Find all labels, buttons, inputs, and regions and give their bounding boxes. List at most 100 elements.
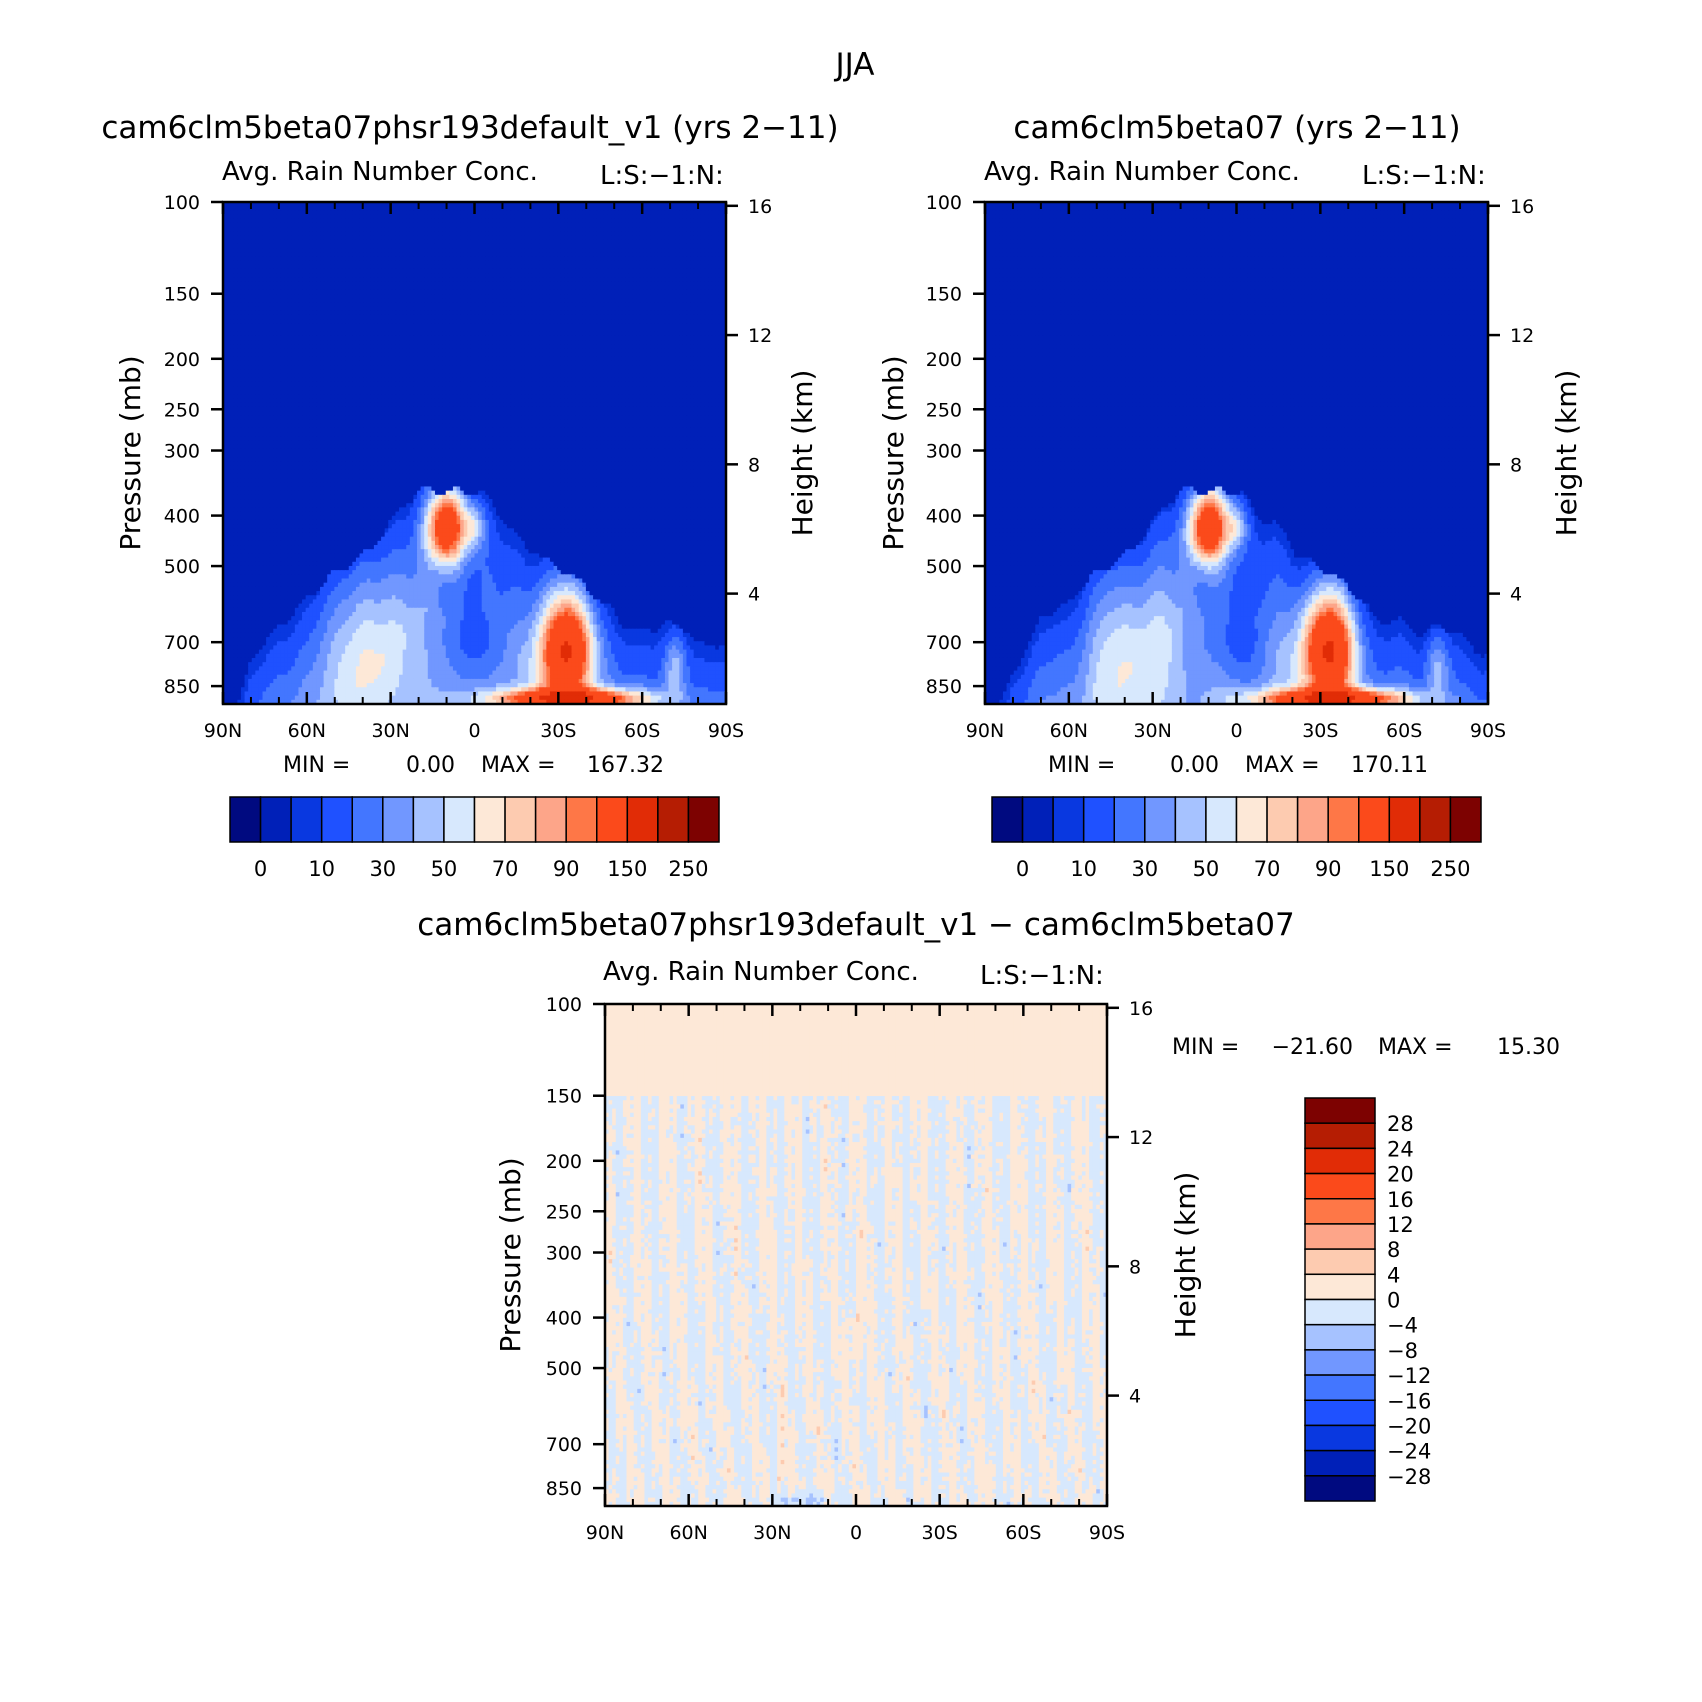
contour-cell <box>554 231 558 236</box>
contour-cell <box>324 273 328 278</box>
contour-cell <box>227 235 231 240</box>
contour-cell <box>413 256 417 261</box>
contour-cell <box>342 298 346 303</box>
contour-cell <box>457 298 461 303</box>
contour-cell <box>500 256 504 261</box>
contour-cell <box>370 223 374 228</box>
contour-cell <box>582 219 586 224</box>
contour-cell <box>510 294 514 299</box>
contour-cell <box>431 273 435 278</box>
contour-cell <box>561 256 565 261</box>
contour-cell <box>492 227 496 232</box>
contour-cell <box>399 302 403 307</box>
contour-cell <box>446 281 450 286</box>
contour-cell <box>679 294 683 299</box>
contour-cell <box>622 244 626 249</box>
contour-cell <box>356 277 360 282</box>
contour-cell <box>309 269 313 274</box>
contour-cell <box>690 269 694 274</box>
contour-cell <box>694 235 698 240</box>
contour-cell <box>352 248 356 253</box>
contour-cell <box>302 223 306 228</box>
contour-cell <box>388 219 392 224</box>
contour-cell <box>320 256 324 261</box>
contour-cell <box>679 244 683 249</box>
contour-cell <box>291 240 295 245</box>
contour-cell <box>640 294 644 299</box>
contour-cell <box>669 281 673 286</box>
contour-cell <box>410 248 414 253</box>
contour-cell <box>532 235 536 240</box>
contour-cell <box>579 277 583 282</box>
contour-cell <box>421 244 425 249</box>
contour-cell <box>485 240 489 245</box>
contour-cell <box>686 235 690 240</box>
contour-cell <box>273 269 277 274</box>
contour-cell <box>352 302 356 307</box>
contour-cell <box>349 302 353 307</box>
contour-cell <box>686 252 690 257</box>
contour-cell <box>607 294 611 299</box>
contour-cell <box>679 248 683 253</box>
contour-cell <box>417 248 421 253</box>
contour-cell <box>406 281 410 286</box>
contour-cell <box>514 206 518 211</box>
contour-cell <box>352 261 356 266</box>
contour-cell <box>439 210 443 215</box>
contour-cell <box>227 252 231 257</box>
contour-cell <box>647 210 651 215</box>
contour-cell <box>636 235 640 240</box>
contour-cell <box>546 294 550 299</box>
contour-cell <box>280 223 284 228</box>
contour-cell <box>582 235 586 240</box>
contour-cell <box>457 210 461 215</box>
contour-cell <box>345 252 349 257</box>
contour-cell <box>654 277 658 282</box>
contour-cell <box>503 240 507 245</box>
contour-cell <box>417 219 421 224</box>
contour-cell <box>579 223 583 228</box>
contour-cell <box>589 215 593 220</box>
contour-cell <box>643 206 647 211</box>
contour-cell <box>471 290 475 295</box>
contour-cell <box>704 252 708 257</box>
contour-cell <box>697 277 701 282</box>
contour-cell <box>421 223 425 228</box>
contour-cell <box>464 206 468 211</box>
contour-cell <box>546 298 550 303</box>
contour-cell <box>284 219 288 224</box>
contour-cell <box>543 231 547 236</box>
contour-cell <box>259 227 263 232</box>
contour-cell <box>579 210 583 215</box>
contour-cell <box>352 281 356 286</box>
contour-cell <box>234 215 238 220</box>
contour-cell <box>543 302 547 307</box>
contour-cell <box>507 219 511 224</box>
contour-cell <box>701 273 705 278</box>
contour-cell <box>248 252 252 257</box>
contour-cell <box>525 286 529 291</box>
contour-cell <box>331 302 335 307</box>
contour-cell <box>500 248 504 253</box>
contour-cell <box>600 256 604 261</box>
contour-cell <box>514 215 518 220</box>
contour-cell <box>446 302 450 307</box>
contour-cell <box>640 235 644 240</box>
contour-cell <box>467 261 471 266</box>
contour-cell <box>539 277 543 282</box>
contour-cell <box>715 252 719 257</box>
contour-cell <box>280 261 284 266</box>
contour-cell <box>266 298 270 303</box>
contour-cell <box>471 277 475 282</box>
contour-cell <box>227 215 231 220</box>
contour-cell <box>582 261 586 266</box>
contour-cell <box>356 302 360 307</box>
contour-cell <box>485 269 489 274</box>
contour-cell <box>302 273 306 278</box>
contour-cell <box>277 248 281 253</box>
contour-cell <box>708 294 712 299</box>
contour-cell <box>342 286 346 291</box>
contour-cell <box>464 235 468 240</box>
contour-cell <box>449 290 453 295</box>
contour-cell <box>611 273 615 278</box>
